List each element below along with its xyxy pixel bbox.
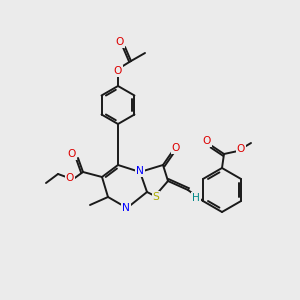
Text: O: O [172, 143, 180, 153]
Text: O: O [237, 144, 245, 154]
Text: O: O [66, 173, 74, 183]
Text: S: S [153, 192, 159, 202]
Text: O: O [203, 136, 211, 146]
Text: O: O [116, 37, 124, 47]
Text: O: O [68, 149, 76, 159]
Text: N: N [122, 203, 130, 213]
Text: O: O [114, 66, 122, 76]
Text: H: H [192, 193, 200, 203]
Text: N: N [136, 166, 144, 176]
